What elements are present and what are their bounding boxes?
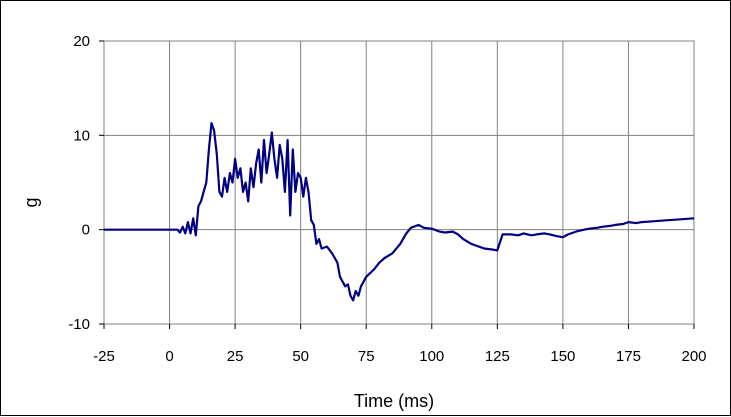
x-tick-label: 200 [681, 348, 706, 365]
x-tick-label: 175 [616, 348, 641, 365]
x-axis-ticks: -25 0 25 50 75 100 125 150 175 200 [93, 324, 707, 365]
series-group [104, 121, 695, 302]
grid-lines [104, 41, 694, 324]
x-tick-label: 75 [358, 348, 375, 365]
x-axis-title: Time (ms) [354, 391, 434, 411]
series-line [104, 121, 695, 302]
y-axis-title: g [21, 197, 41, 207]
x-tick-label: 0 [165, 348, 173, 365]
plot-area-border [103, 40, 695, 325]
y-tick-label: 0 [82, 222, 90, 239]
x-tick-label: 125 [485, 348, 510, 365]
x-tick-label: 150 [550, 348, 575, 365]
y-axis-ticks: -10 0 10 20 [68, 33, 104, 333]
y-tick-label: 20 [73, 33, 90, 50]
x-tick-label: 100 [419, 348, 444, 365]
y-tick-label: 10 [73, 127, 90, 144]
x-tick-label: 25 [227, 348, 244, 365]
x-tick-label: -25 [93, 348, 115, 365]
plot-area [103, 40, 695, 325]
y-tick-label: -10 [68, 316, 90, 333]
x-tick-label: 50 [292, 348, 309, 365]
